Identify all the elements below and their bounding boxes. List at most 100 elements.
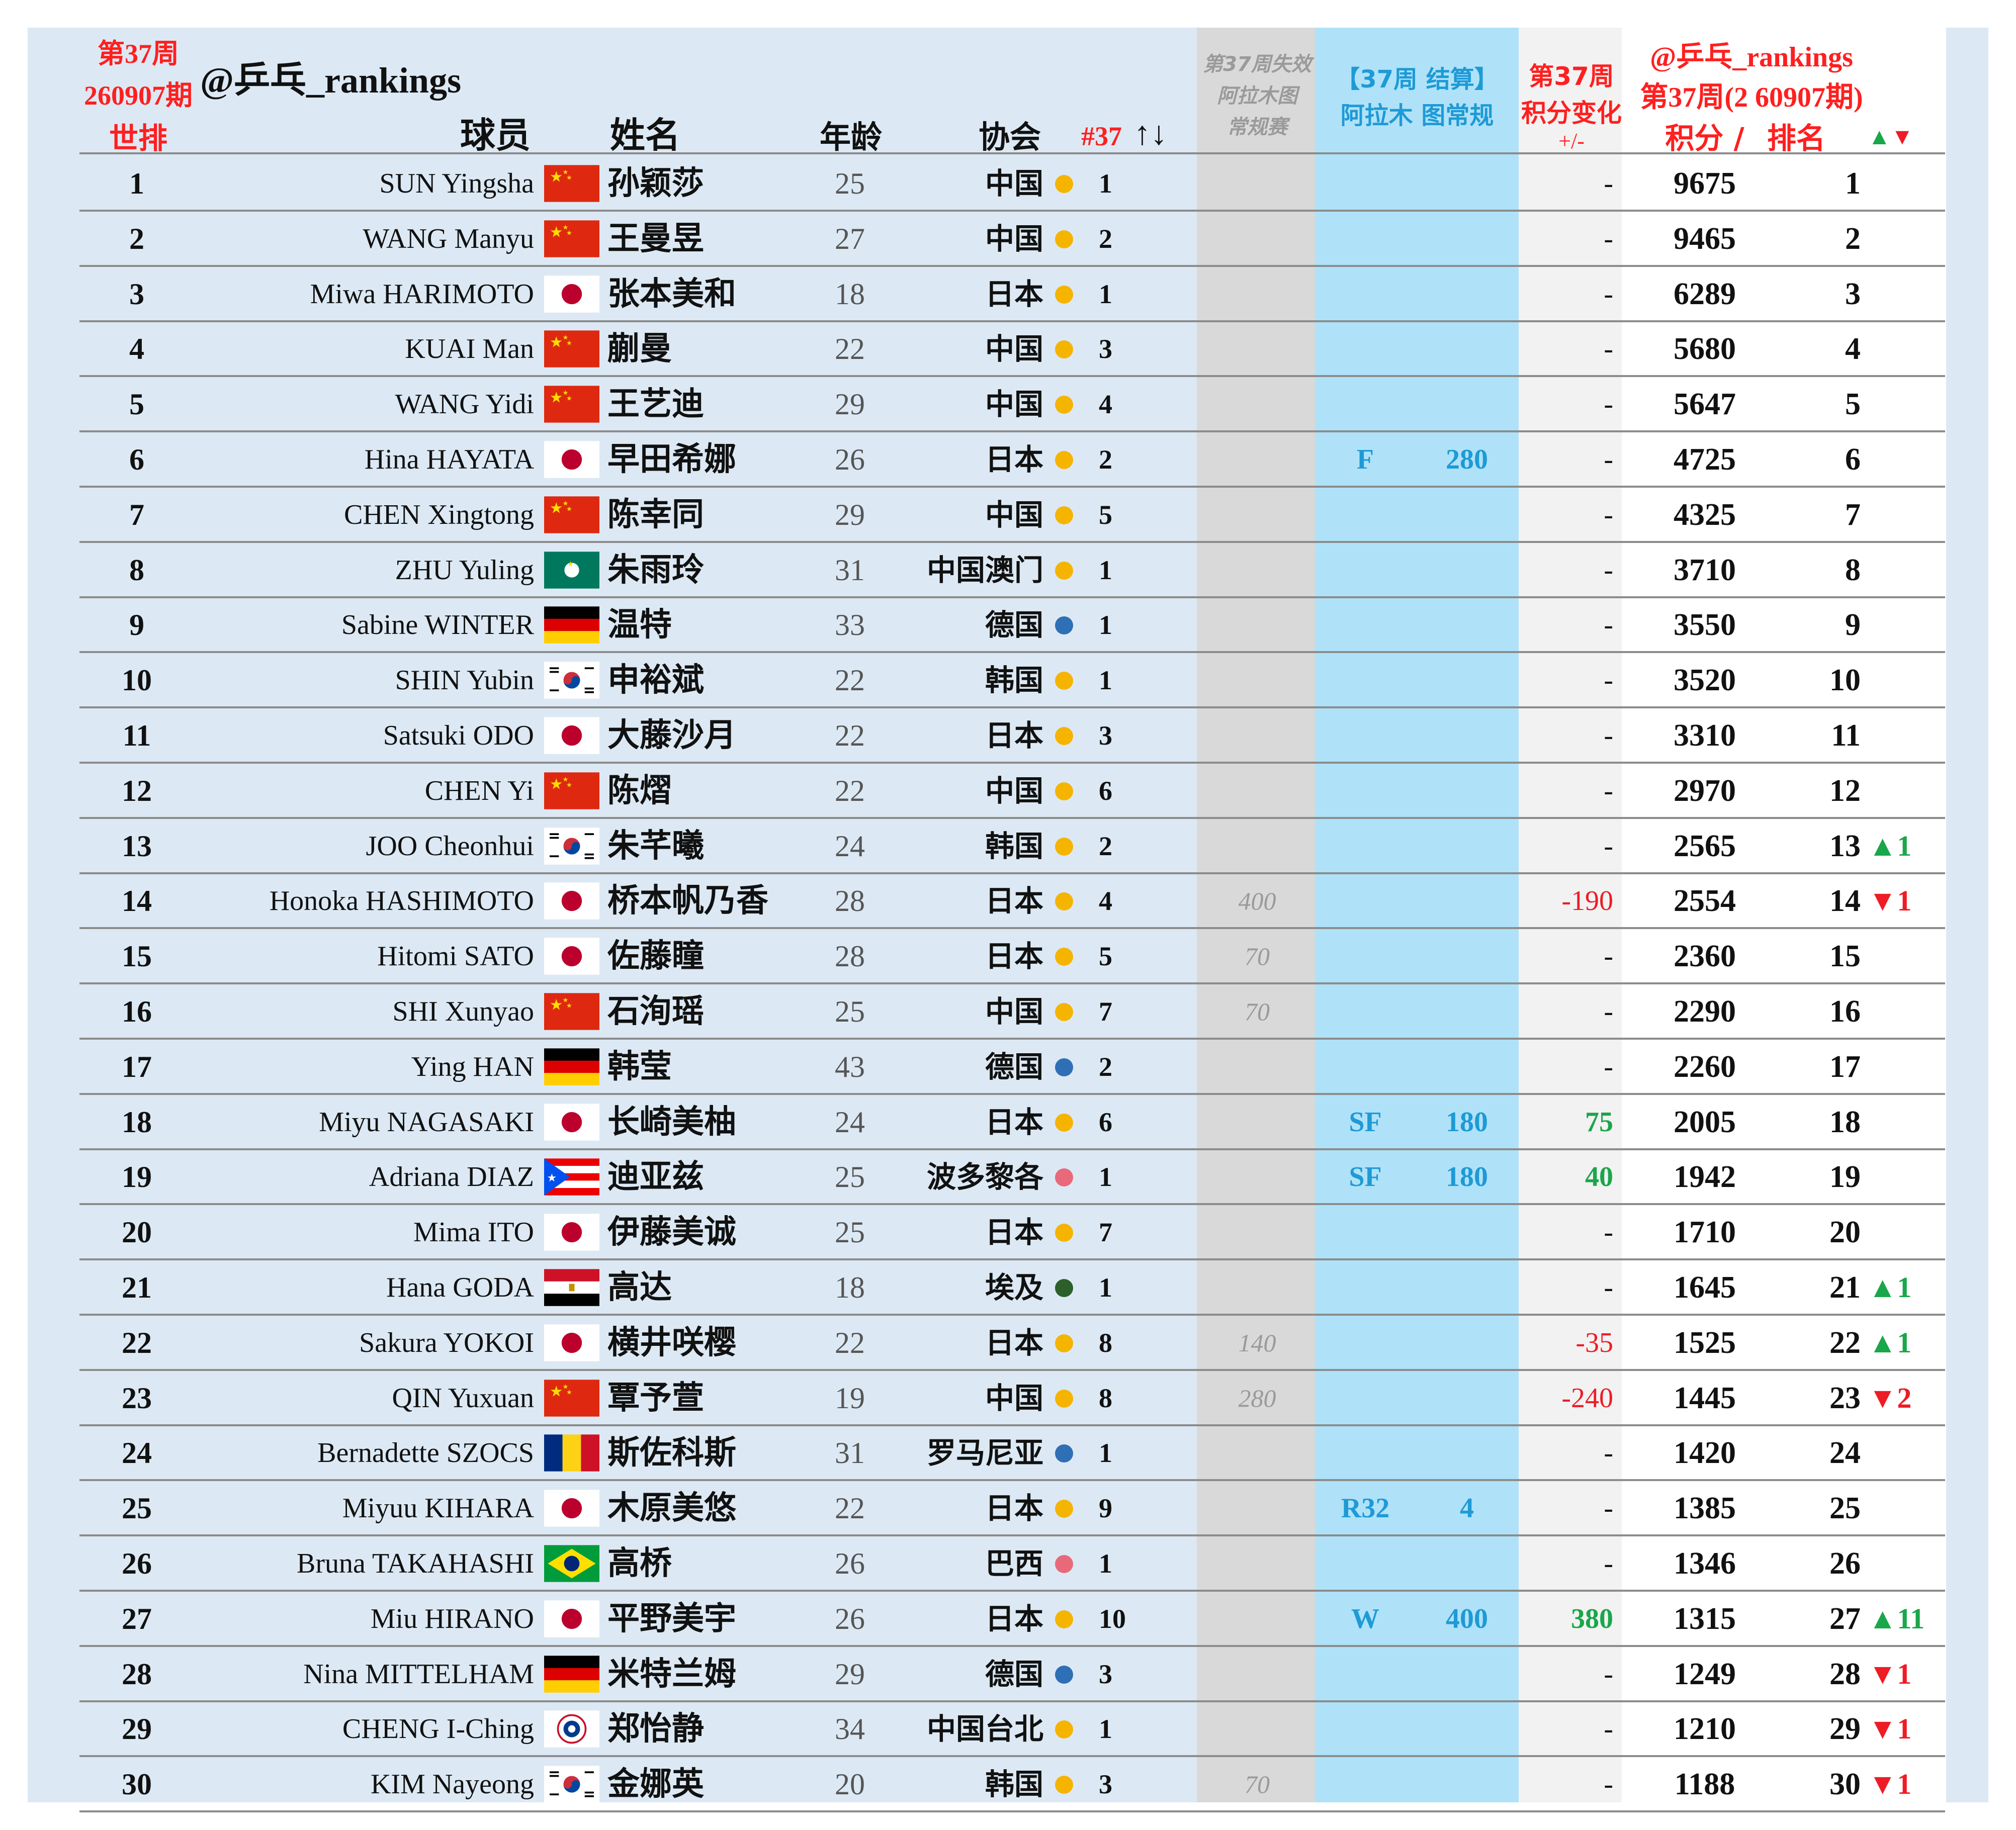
- points-change: -: [1604, 1658, 1613, 1690]
- svg-text:★: ★: [550, 335, 563, 351]
- rank-header: 排名: [1767, 121, 1826, 155]
- row-divider: [79, 1368, 1945, 1371]
- association: 德国: [985, 608, 1043, 643]
- association-dot-icon: [1055, 672, 1073, 690]
- player-name-cn: 斯佐科斯: [607, 1434, 736, 1472]
- china-flag: ★ ★ ★: [544, 165, 599, 202]
- association-dot-icon: [1055, 1224, 1073, 1242]
- association: 韩国: [985, 829, 1043, 863]
- player-name-en: KUAI Man: [405, 333, 534, 365]
- player-name-cn: 迪亚兹: [607, 1158, 704, 1196]
- association-rank: 1: [1099, 610, 1112, 640]
- row-divider: [79, 706, 1945, 709]
- association: 埃及: [985, 1270, 1043, 1305]
- association: 中国: [985, 497, 1043, 532]
- svg-text:★: ★: [566, 340, 572, 347]
- korea-flag: [544, 827, 599, 865]
- association-rank: 2: [1099, 223, 1112, 254]
- association-rank-header: #37: [1081, 121, 1122, 151]
- chinese-taipei-flag: [544, 1710, 599, 1748]
- association-dot-icon: [1055, 451, 1073, 469]
- ranking-position: 23: [1829, 1381, 1861, 1415]
- association-rank: 8: [1099, 1383, 1112, 1413]
- association-dot-icon: [1055, 1058, 1073, 1076]
- points-change: -: [1604, 830, 1613, 862]
- rank-movement: ▼1: [1868, 1712, 1912, 1746]
- result-header-line2: 阿拉木 图常规: [1340, 102, 1494, 130]
- table-row: 10 SHIN Yubin 申裕斌 22 韩国 1-3520 10: [0, 653, 2016, 709]
- up-down-header: ▲▼: [1868, 124, 1914, 149]
- association: 日本: [985, 1325, 1043, 1360]
- player-name-cn: 申裕斌: [607, 662, 704, 699]
- ranking-position: 10: [1829, 663, 1861, 698]
- player-name-en: Adriana DIAZ: [369, 1161, 534, 1193]
- ranking-position: 2: [1845, 221, 1861, 256]
- association-rank: 5: [1099, 499, 1112, 530]
- association: 罗马尼亚: [926, 1436, 1043, 1471]
- japan-flag: [544, 938, 599, 975]
- player-name-en: Miyuu KIHARA: [342, 1493, 534, 1524]
- table-row: 19 Adriana DIAZ ★ 迪亚兹 25 波多黎各 1 SF 180 40 1942 19: [0, 1149, 2016, 1206]
- points-change: -: [1604, 1769, 1613, 1800]
- table-row: 24 Bernadette SZOCS 斯佐科斯 31 罗马尼亚 1-1420 24: [0, 1425, 2016, 1482]
- rank-movement: ▼1: [1868, 884, 1912, 918]
- association-rank: 7: [1099, 1217, 1112, 1248]
- player-name-en: Sakura YOKOI: [359, 1327, 534, 1358]
- ranking-position: 28: [1829, 1657, 1861, 1691]
- association-dot-icon: [1055, 616, 1073, 635]
- table-row: 22 Sakura YOKOI 横井咲樱 22 日本 8 140 -35 1525 22 ▲1: [0, 1315, 2016, 1371]
- row-divider: [79, 1258, 1945, 1261]
- association-dot-icon: [1055, 1444, 1073, 1463]
- table-row: 30 KIM Nayeong 金娜英 20 韩国 3 70-1188 30 ▼1: [0, 1757, 2016, 1813]
- germany-flag: [544, 1655, 599, 1693]
- points-change: 380: [1571, 1603, 1613, 1634]
- row-divider: [79, 596, 1945, 598]
- row-divider: [79, 375, 1945, 378]
- svg-text:★: ★: [563, 224, 569, 231]
- association-rank: 1: [1099, 168, 1112, 199]
- expired-points-column-band: [1197, 28, 1315, 1802]
- player-name-en: Honoka HASHIMOTO: [269, 885, 534, 917]
- player-name-en: WANG Manyu: [363, 223, 534, 254]
- japan-flag: [544, 275, 599, 313]
- china-flag: ★ ★ ★: [544, 220, 599, 257]
- svg-text:★: ★: [550, 224, 563, 240]
- association-rank: 2: [1099, 444, 1112, 475]
- romania-flag: [544, 1434, 599, 1472]
- player-name-en: WANG Yidi: [395, 389, 534, 420]
- player-name-en: SUN Yingsha: [379, 168, 534, 199]
- change-header-line3: +/-: [1558, 129, 1585, 153]
- association-rank: 10: [1099, 1603, 1126, 1634]
- association-rank: 1: [1099, 1272, 1112, 1303]
- points-change: -: [1604, 1051, 1613, 1082]
- player-name-en: Miu HIRANO: [370, 1603, 534, 1634]
- japan-flag: [544, 1490, 599, 1527]
- table-row: 16 SHI Xunyao ★ ★ ★ 石洵瑶 25 中国 7 70-2290 16: [0, 984, 2016, 1040]
- player-name-cn: 金娜英: [607, 1766, 704, 1803]
- player-name-en: KIM Nayeong: [370, 1769, 534, 1800]
- player-name-cn: 朱芊曦: [607, 827, 704, 865]
- association-rank: 3: [1099, 1659, 1112, 1689]
- player-name-en: Bruna TAKAHASHI: [296, 1548, 534, 1579]
- association-dot-icon: [1055, 837, 1073, 856]
- name-header: 姓名: [610, 115, 680, 156]
- player-name-cn: 米特兰姆: [607, 1655, 736, 1693]
- ranking-position: 12: [1829, 773, 1861, 808]
- points-change: -35: [1575, 1327, 1613, 1358]
- handle-title: @乒乓_rankings: [200, 60, 462, 101]
- japan-flag: [544, 717, 599, 754]
- header-divider: [79, 152, 1945, 154]
- association-rank: 3: [1099, 334, 1112, 364]
- china-flag: ★ ★ ★: [544, 330, 599, 368]
- svg-text:★: ★: [563, 390, 569, 397]
- player-name-en: SHI Xunyao: [392, 996, 534, 1027]
- points-change: -: [1604, 1713, 1613, 1745]
- ranking-position: 9: [1845, 608, 1861, 643]
- association-dot-icon: [1055, 340, 1073, 359]
- player-name-en: Nina MITTELHAM: [303, 1658, 534, 1690]
- ranking-header-issue: 第37周(2 60907期): [1640, 82, 1863, 113]
- player-name-cn: 伊藤美诚: [607, 1214, 736, 1251]
- rank-movement: ▼1: [1868, 1657, 1912, 1690]
- row-divider: [79, 320, 1945, 322]
- player-name-cn: 木原美悠: [607, 1490, 736, 1527]
